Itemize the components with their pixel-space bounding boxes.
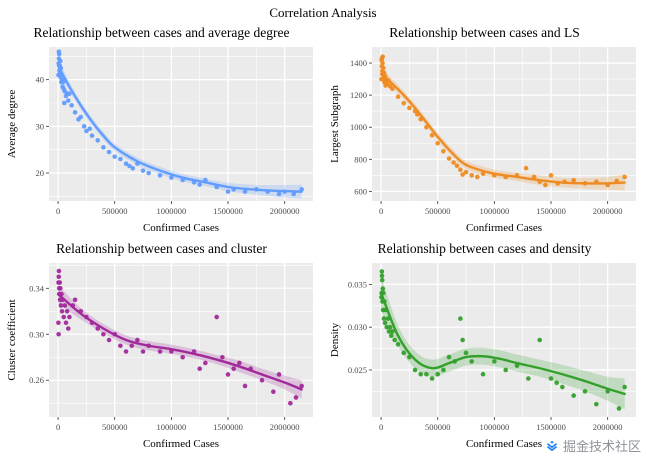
svg-text:0: 0 (378, 206, 382, 216)
juejin-logo-icon (546, 440, 558, 451)
scatter-plot-cluster-coefficient: 0 500000 1000000 1500000 2000000 0.26 0.30 0.34… (6, 263, 313, 450)
svg-text:1500000: 1500000 (536, 206, 566, 216)
scatter-plot-average-degree: 0 500000 1000000 1500000 2000000 20 30 40 Confir… (6, 47, 313, 234)
panel-grid: Relationship between cases and average d… (0, 22, 646, 454)
svg-text:1500000: 1500000 (536, 422, 566, 432)
svg-text:500000: 500000 (424, 206, 450, 216)
svg-text:2000000: 2000000 (269, 422, 299, 432)
watermark-text: 掘金技术社区 (562, 439, 641, 454)
svg-text:500000: 500000 (424, 422, 450, 432)
svg-text:1500000: 1500000 (213, 422, 243, 432)
svg-text:0.34: 0.34 (29, 283, 45, 293)
svg-text:0.30: 0.30 (29, 329, 44, 339)
svg-text:800: 800 (354, 154, 367, 164)
svg-text:Largest Subgraph: Largest Subgraph (329, 85, 341, 163)
svg-text:500000: 500000 (101, 206, 127, 216)
svg-text:Average degree: Average degree (6, 90, 18, 159)
svg-text:1000000: 1000000 (156, 422, 186, 432)
scatter-plot-density: 0 500000 1000000 1500000 2000000 0.025 0.030 0.… (329, 263, 636, 450)
svg-text:2000000: 2000000 (269, 206, 299, 216)
svg-text:1000000: 1000000 (479, 206, 509, 216)
watermark: 掘金技术社区 (542, 435, 643, 456)
svg-text:0: 0 (55, 422, 59, 432)
svg-text:1400: 1400 (350, 58, 367, 68)
svg-text:1000000: 1000000 (479, 422, 509, 432)
panel-cluster-coefficient: Relationship between cases and cluster 0… (0, 238, 323, 454)
svg-text:0.030: 0.030 (347, 322, 366, 332)
svg-text:Confirmed Cases: Confirmed Cases (465, 438, 541, 450)
svg-text:0.025: 0.025 (347, 365, 366, 375)
panel-title-cluster-coefficient: Relationship between cases and cluster (56, 241, 267, 256)
svg-text:1200: 1200 (350, 90, 367, 100)
svg-text:Confirmed Cases: Confirmed Cases (142, 222, 218, 234)
panel-density: Relationship between cases and density 0… (323, 238, 646, 454)
scatter-plot-largest-subgraph: 0 500000 1000000 1500000 2000000 600 800 1000 12… (329, 47, 636, 234)
svg-text:40: 40 (35, 75, 44, 85)
svg-text:0: 0 (55, 206, 59, 216)
panel-largest-subgraph: Relationship between cases and LS 0 50000… (323, 22, 646, 238)
svg-text:2000000: 2000000 (592, 422, 622, 432)
panel-title-average-degree: Relationship between cases and average d… (33, 25, 290, 40)
svg-text:Confirmed Cases: Confirmed Cases (142, 438, 218, 450)
panel-average-degree: Relationship between cases and average d… (0, 22, 323, 238)
svg-text:1000000: 1000000 (156, 206, 186, 216)
panel-title-largest-subgraph: Relationship between cases and LS (389, 25, 580, 40)
svg-text:1000: 1000 (350, 122, 367, 132)
svg-text:2000000: 2000000 (592, 206, 622, 216)
svg-text:Confirmed Cases: Confirmed Cases (465, 222, 541, 234)
svg-text:1500000: 1500000 (213, 206, 243, 216)
panel-title-density: Relationship between cases and density (377, 241, 592, 256)
svg-text:600: 600 (354, 186, 367, 196)
figure-title: Correlation Analysis (269, 5, 377, 20)
svg-text:0: 0 (378, 422, 382, 432)
svg-text:30: 30 (35, 121, 44, 131)
svg-text:0.26: 0.26 (29, 375, 44, 385)
svg-text:Cluster coefficient: Cluster coefficient (6, 299, 18, 380)
svg-text:500000: 500000 (101, 422, 127, 432)
svg-text:20: 20 (35, 168, 44, 178)
svg-text:0.035: 0.035 (347, 279, 366, 289)
svg-text:Density: Density (329, 322, 341, 357)
